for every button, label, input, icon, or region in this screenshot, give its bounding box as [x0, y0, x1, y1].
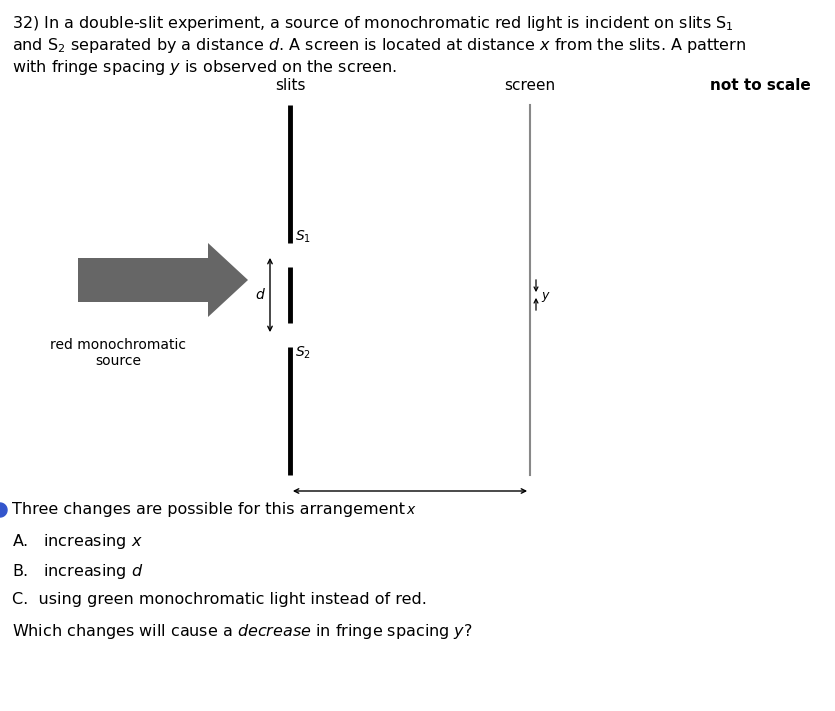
Polygon shape	[78, 243, 248, 317]
Text: y: y	[541, 289, 549, 301]
Text: $S_2$: $S_2$	[295, 345, 311, 361]
Text: not to scale: not to scale	[710, 78, 811, 93]
Text: C.  using green monochromatic light instead of red.: C. using green monochromatic light inste…	[12, 592, 427, 607]
Polygon shape	[0, 503, 7, 517]
Text: Three changes are possible for this arrangement: Three changes are possible for this arra…	[12, 502, 405, 517]
Text: screen: screen	[504, 78, 555, 93]
Text: slits: slits	[275, 78, 306, 93]
Text: A.   increasing $x$: A. increasing $x$	[12, 532, 143, 551]
Text: 32) In a double-slit experiment, a source of monochromatic red light is incident: 32) In a double-slit experiment, a sourc…	[12, 14, 734, 33]
Text: x: x	[406, 503, 414, 517]
Text: source: source	[95, 354, 141, 368]
Text: d: d	[256, 288, 264, 302]
Text: B.   increasing $d$: B. increasing $d$	[12, 562, 144, 581]
Text: Which changes will cause a $\it{decrease}$ in fringe spacing $y$?: Which changes will cause a $\it{decrease…	[12, 622, 473, 641]
Text: $S_1$: $S_1$	[295, 229, 311, 245]
Text: with fringe spacing $y$ is observed on the screen.: with fringe spacing $y$ is observed on t…	[12, 58, 397, 77]
Text: and S$_2$ separated by a distance $d$. A screen is located at distance $x$ from : and S$_2$ separated by a distance $d$. A…	[12, 36, 746, 55]
Text: red monochromatic: red monochromatic	[50, 338, 186, 352]
